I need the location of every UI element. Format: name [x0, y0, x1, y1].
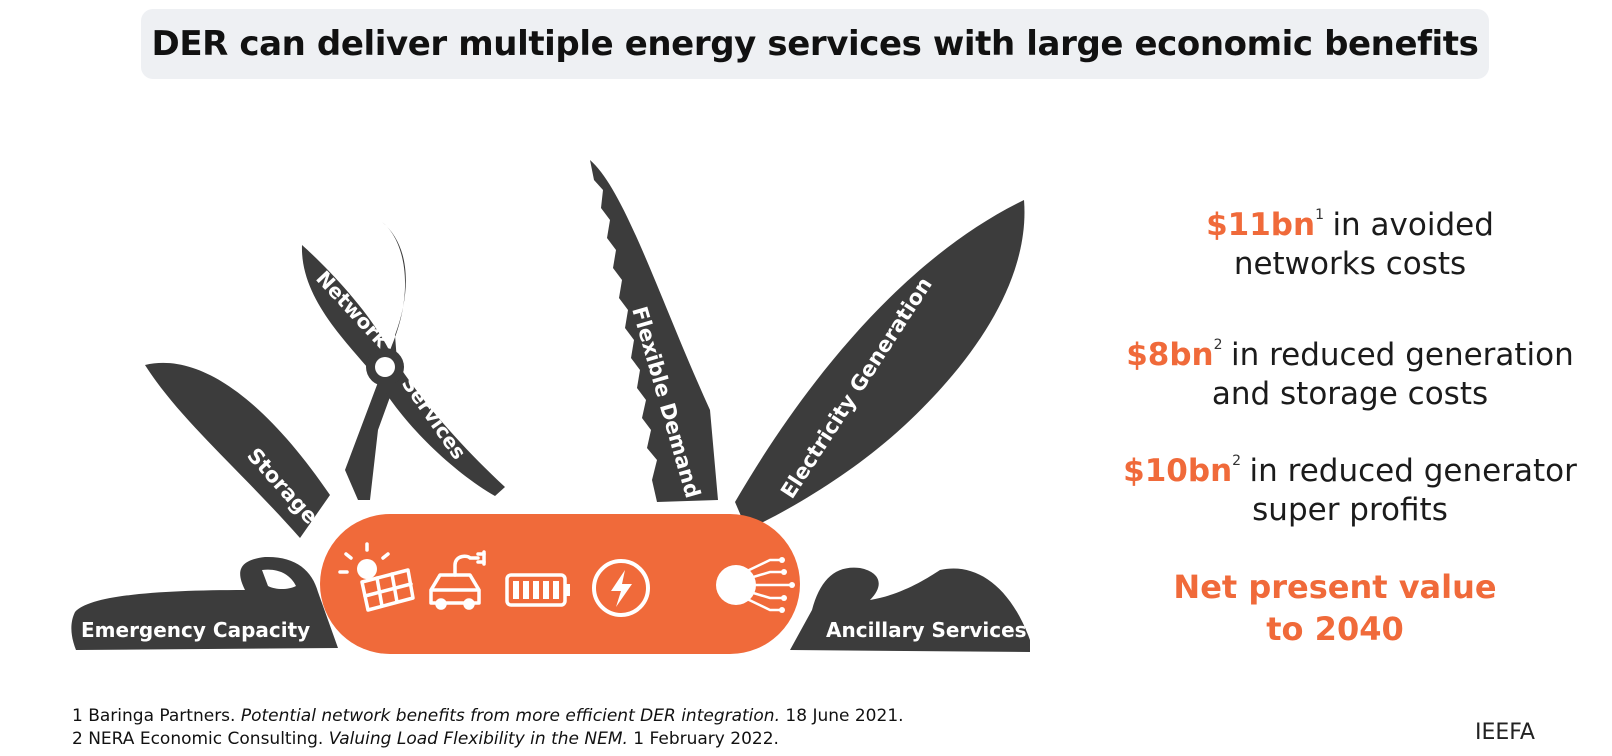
lightning-bolt-icon — [592, 559, 650, 617]
network-services-scissors: Network Services — [301, 222, 505, 500]
electric-car-icon — [429, 550, 486, 610]
electricity-generation-blade: Electricity Generation — [735, 200, 1025, 530]
benefits-panel: $11bn1 in avoided networks costs $8bn2 i… — [1090, 196, 1610, 530]
benefit-text: in avoided — [1332, 207, 1494, 243]
handle-body — [320, 514, 800, 654]
footnote-ref: 2 — [1213, 337, 1227, 353]
footnote-title: Potential network benefits from more eff… — [240, 706, 780, 726]
battery-icon — [505, 573, 570, 607]
footnotes: 1 Baringa Partners. Potential network be… — [72, 705, 904, 751]
tool-handle — [320, 514, 800, 654]
benefit-networks: $11bn1 in avoided networks costs — [1090, 196, 1610, 284]
benefit-text: networks costs — [1233, 246, 1467, 282]
net-present-value: Net present value to 2040 — [1140, 566, 1530, 650]
pivot-hole — [375, 357, 395, 377]
benefit-text: super profits — [1252, 492, 1448, 528]
solar-panel-icon — [338, 542, 415, 612]
benefit-amount: $11bn — [1206, 207, 1316, 243]
storage-blade: Storage — [145, 362, 330, 538]
benefit-text: in reduced generator — [1249, 453, 1577, 489]
benefit-amount: $10bn — [1123, 453, 1233, 489]
footnote-ref: 1 — [1315, 207, 1329, 223]
benefit-text: in reduced generation — [1230, 337, 1574, 373]
npv-line: to 2040 — [1266, 610, 1404, 648]
flexible-demand-saw: Flexible Demand — [590, 160, 718, 502]
npv-line: Net present value — [1173, 568, 1497, 606]
benefit-super-profits: $10bn2 in reduced generator super profit… — [1090, 442, 1610, 530]
footnote-1: 1 Baringa Partners. Potential network be… — [72, 705, 904, 728]
footnote-author: 1 Baringa Partners. — [72, 706, 241, 726]
footnote-date: 1 February 2022. — [627, 729, 779, 749]
ancillary-services-tool: Ancillary Services — [790, 567, 1030, 652]
benefit-amount: $8bn — [1126, 337, 1214, 373]
footnote-author: 2 NERA Economic Consulting. — [72, 729, 329, 749]
footnote-2: 2 NERA Economic Consulting. Valuing Load… — [72, 728, 904, 751]
ancillary-services-label: Ancillary Services — [826, 618, 1027, 642]
title-banner: DER can deliver multiple energy services… — [141, 9, 1489, 79]
source-label: IEEFA — [1475, 720, 1535, 745]
benefit-text: and storage costs — [1211, 376, 1489, 412]
page-title: DER can deliver multiple energy services… — [151, 24, 1479, 64]
digital-circuit-icon — [716, 557, 795, 613]
footnote-date: 18 June 2021. — [780, 706, 904, 726]
footnote-title: Valuing Load Flexibility in the NEM. — [328, 729, 628, 749]
footnote-ref: 2 — [1232, 453, 1246, 469]
emergency-capacity-tool: Emergency Capacity — [71, 556, 339, 650]
benefit-generation-storage: $8bn2 in reduced generation and storage … — [1090, 326, 1610, 414]
emergency-capacity-label: Emergency Capacity — [81, 618, 310, 642]
